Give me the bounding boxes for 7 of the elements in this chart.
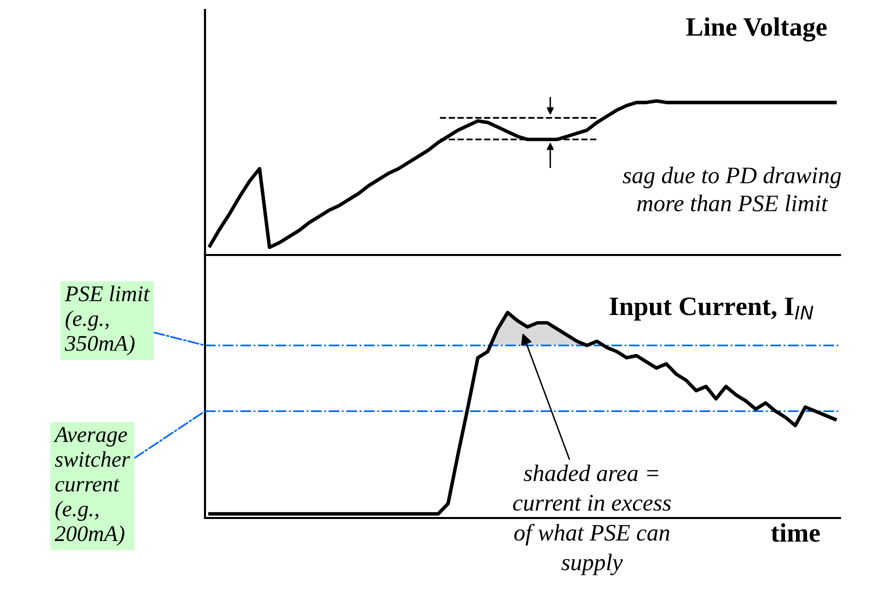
ref-line-label: PSE limit (e.g., 350mA) (64, 286, 150, 356)
annotation: sag due to PD drawing more than PSE limit (622, 166, 841, 212)
chart-title: Line Voltage (686, 17, 827, 42)
annotation: shaded area = current in excess of what PSE can supply (513, 464, 671, 576)
legend-label: Average switcher current (e.g., 200mA) (53, 427, 130, 546)
chart-title: Input Current, I$_{IN}$ (610, 298, 814, 321)
x-axis-title: time (771, 523, 820, 542)
